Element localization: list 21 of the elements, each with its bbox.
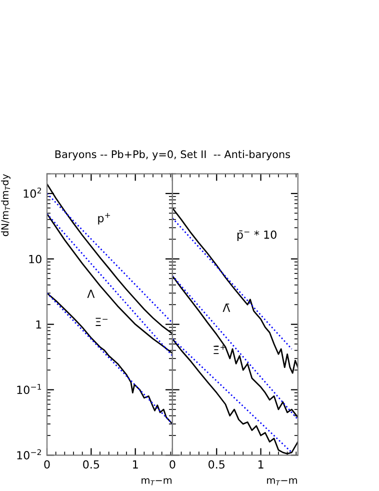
y-axis-title: dN/m$_{T}$dm$_{T}$dy [1, 174, 10, 236]
annotation: Ξ$^{−}$ [96, 318, 108, 326]
y-tick-label: 10$^{−1}$ [17, 384, 42, 394]
x-tick-label: 1 [258, 460, 264, 468]
y-tick-label: 10$^{2}$ [24, 188, 41, 198]
x-tick-label: 0 [44, 460, 50, 469]
annotation: Ξ̄$^{+}$ [214, 344, 226, 354]
x-tick-label: 0.5 [208, 460, 224, 469]
chart-title: Baryons -- Pb+Pb, y=0, Set II -- Anti-baryons [55, 150, 290, 160]
y-tick-label: 1 [36, 320, 42, 329]
x-axis-title: m$_{T}$−m [142, 478, 172, 486]
x-tick-label: 0.5 [83, 460, 100, 469]
y-tick-label: 10$^{−2}$ [17, 449, 41, 460]
x-tick-label: 1 [133, 460, 138, 468]
annotation: Λ [87, 290, 95, 298]
x-axis-title: m$_{T}$−m [267, 478, 297, 486]
annotation: p̄$^{−}$ * 10 [237, 230, 276, 242]
annotation: Λ̄ [222, 304, 230, 312]
y-tick-label: 10 [29, 254, 42, 264]
x-tick-label: 0 [170, 460, 176, 469]
annotation: p$^{+}$ [98, 213, 110, 224]
